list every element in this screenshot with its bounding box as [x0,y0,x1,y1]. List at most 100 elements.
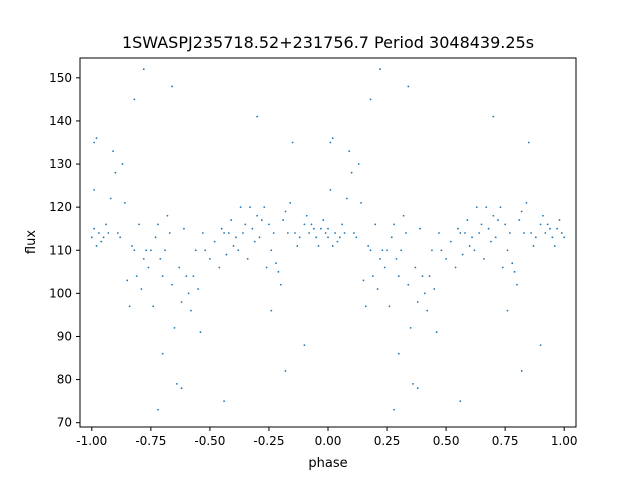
data-point [482,257,485,260]
data-point [310,223,313,226]
data-point [438,232,440,234]
data-point [147,266,150,269]
data-point [284,370,287,372]
scatter-points [90,68,566,411]
data-point [223,232,225,234]
data-point [225,253,228,256]
data-point [350,171,353,174]
data-point [471,236,473,239]
data-point [468,245,471,247]
data-point [364,305,367,308]
y-tick-label: 150 [49,71,72,85]
data-point [405,232,407,234]
data-point [121,163,124,165]
data-point [260,219,263,221]
data-point [320,227,322,230]
data-point [298,236,301,239]
data-point [93,189,96,191]
x-tick-label: -1.00 [76,434,107,448]
data-point [107,232,110,234]
data-point [433,288,436,290]
data-point [123,201,126,204]
data-point [508,232,511,234]
data-point [171,85,174,88]
data-point [223,400,225,403]
data-point [312,227,315,230]
data-point [204,249,207,252]
data-point [258,236,261,239]
data-point [218,266,221,269]
x-tick-label: -0.25 [253,434,284,448]
data-point [423,292,426,295]
y-tick-label: 70 [57,416,72,430]
data-point [511,262,514,265]
data-point [93,227,96,230]
data-point [251,227,254,230]
data-point [445,257,447,260]
x-tick-label: -0.75 [135,434,166,448]
data-point [180,301,183,303]
data-point [393,408,396,411]
data-point [539,344,542,346]
data-point [379,257,381,260]
data-point [220,227,223,230]
data-point [140,288,143,290]
data-point [157,408,159,411]
data-point [353,232,355,234]
data-point [128,305,131,308]
data-point [256,115,259,118]
data-point [454,266,457,269]
data-point [234,236,237,239]
data-point [270,249,273,252]
data-point [487,227,490,230]
data-point [374,223,377,226]
data-point [390,236,393,239]
data-point [532,245,535,247]
data-point [497,219,499,221]
data-point [534,236,537,239]
data-point [95,137,98,140]
data-point [485,206,488,209]
data-point [542,214,544,217]
data-point [272,232,275,234]
data-point [187,292,190,295]
data-point [426,309,429,312]
data-point [154,236,157,239]
data-point [324,232,327,234]
data-point [131,245,133,247]
data-point [520,210,523,213]
data-point [279,283,282,286]
data-point [419,227,422,230]
data-point [409,326,412,329]
data-point [239,206,242,209]
data-point [362,279,365,282]
x-tick-label: 0.75 [492,434,519,448]
y-tick-label: 90 [57,329,72,343]
data-point [232,245,235,247]
data-point [213,240,216,243]
data-point [289,201,292,204]
data-point [546,223,549,226]
data-point [357,163,360,165]
data-point [412,382,414,385]
x-tick-label: 1.00 [551,434,578,448]
data-point [119,236,122,239]
data-point [499,206,502,209]
x-axis-label: phase [308,456,347,471]
y-tick-label: 110 [49,243,72,257]
data-point [126,279,129,282]
data-point [145,249,148,252]
y-tick-label: 140 [49,114,72,128]
data-point [449,240,452,243]
data-point [331,245,334,247]
data-point [93,141,96,144]
data-point [556,227,559,230]
data-point [116,232,119,234]
data-point [277,270,280,273]
data-point [558,219,561,221]
data-point [457,227,459,230]
data-point [178,266,181,269]
data-point [329,189,332,191]
y-axis-label: flux [24,230,39,254]
data-point [291,141,294,144]
